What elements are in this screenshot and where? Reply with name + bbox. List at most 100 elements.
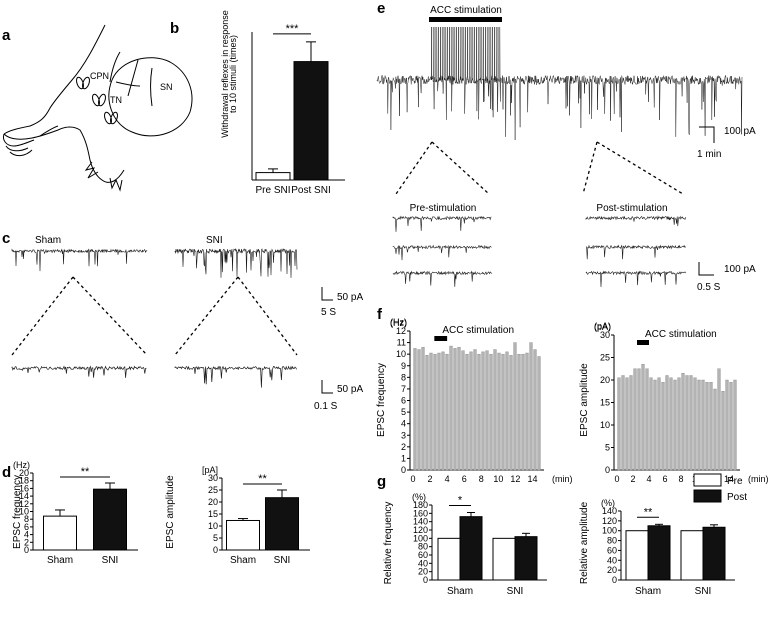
y-tick-label: 8: [401, 372, 406, 382]
y-axis-label: EPSC amplitude: [165, 475, 176, 549]
mouse-hindlimb-drawing: [3, 24, 193, 192]
bin-bar: [473, 349, 477, 471]
y-tick-label: 8: [24, 514, 29, 524]
y-tick-label: 16: [19, 483, 29, 493]
bin-bar: [669, 377, 673, 471]
bin-bar: [629, 375, 633, 471]
panel-label-a: a: [2, 27, 11, 44]
y-tick-label: 60: [607, 545, 617, 555]
y-axis-label: EPSC amplitude: [579, 363, 590, 437]
panel-label-f: f: [377, 306, 383, 323]
bin-bar: [649, 377, 653, 471]
bin-bar: [537, 356, 541, 471]
bin-bar: [677, 377, 681, 471]
y-unit-label: [pA]: [202, 465, 218, 475]
legend-label-post: Post: [727, 492, 747, 503]
significance-marker: ***: [286, 23, 300, 35]
bin-bar: [693, 377, 697, 471]
y-tick-label: 6: [401, 396, 406, 406]
y-tick-label: 0: [24, 545, 29, 555]
bin-bar: [725, 379, 729, 471]
scale-bar-c-top: [321, 287, 333, 301]
y-tick-label: 0: [213, 545, 218, 555]
scale-e-top-x: 1 min: [697, 149, 721, 160]
y-tick-label: 9: [401, 361, 406, 371]
legend-swatch-post: [693, 489, 722, 503]
y-tick-label: 10: [19, 507, 29, 517]
bar-pre-sham: [437, 537, 461, 581]
y-tick-label: 3: [401, 430, 406, 440]
y-tick-label: 30: [600, 330, 610, 340]
y-tick-label: 80: [418, 542, 428, 552]
significance-marker: **: [258, 473, 267, 485]
x-unit-label: (min): [552, 474, 573, 484]
bin-bar: [625, 377, 629, 471]
bin-bar: [645, 368, 649, 471]
bin-bar: [697, 379, 701, 471]
y-tick-label: 2: [24, 537, 29, 547]
x-tick-label: 2: [428, 474, 433, 484]
bin-bar: [433, 353, 437, 471]
bar-pre-sham: [625, 530, 649, 581]
x-tick-label: Post SNI: [291, 185, 330, 196]
tn-label: TN: [110, 95, 122, 105]
y-tick-label: 120: [602, 516, 617, 526]
x-tick-label: SNI: [507, 586, 524, 597]
y-tick-label: 0: [423, 575, 428, 585]
y-unit-label: (%): [412, 492, 426, 502]
y-tick-label: 20: [208, 497, 218, 507]
bin-bar: [729, 382, 733, 471]
y-unit-label: (Hz): [390, 318, 407, 328]
y-tick-label: 160: [413, 508, 428, 518]
x-tick-label: 4: [646, 474, 651, 484]
y-tick-label: 2: [401, 442, 406, 452]
legend-swatch-pre: [693, 473, 722, 487]
y-tick-label: 5: [213, 533, 218, 543]
bin-bar: [681, 373, 685, 471]
y-tick-label: 0: [401, 465, 406, 475]
scale-bar-e-bottom: [698, 262, 714, 276]
scale-c-top-x: 5 S: [321, 307, 336, 318]
x-tick-label: Sham: [47, 555, 73, 566]
trace-label-sham: Sham: [35, 235, 61, 246]
y-tick-label: 100: [602, 526, 617, 536]
bin-bar: [465, 353, 469, 471]
bin-bar: [525, 352, 529, 471]
y-tick-label: 12: [19, 499, 29, 509]
bin-bar: [617, 377, 621, 471]
bin-bar: [457, 347, 461, 471]
bin-bar: [413, 348, 417, 471]
y-tick-label: 20: [418, 567, 428, 577]
bar-post-sni: [514, 536, 538, 581]
bar-sni: [93, 488, 127, 551]
x-tick-label: 6: [462, 474, 467, 484]
y-tick-label: 180: [413, 500, 428, 510]
bar-post-sham: [459, 516, 483, 581]
bin-bar: [425, 355, 429, 471]
bin-bar: [733, 379, 737, 471]
x-unit-label: (min): [748, 474, 769, 484]
y-tick-label: 60: [418, 550, 428, 560]
bin-bar: [701, 379, 705, 471]
x-tick-label: 2: [630, 474, 635, 484]
x-tick-label: SNI: [102, 555, 119, 566]
bin-bar: [417, 349, 421, 471]
x-tick-label: Pre SNI: [255, 185, 290, 196]
scale-bar-e-top: [699, 126, 715, 143]
x-tick-label: 14: [724, 474, 734, 484]
post-stimulation-label: Post-stimulation: [596, 203, 667, 214]
bin-bar: [517, 353, 521, 471]
bin-bar: [665, 375, 669, 471]
bin-bar: [709, 382, 713, 471]
bar-sham: [43, 515, 77, 551]
bar-post-sni: [293, 61, 329, 181]
bin-bar: [653, 379, 657, 471]
y-tick-label: 18: [19, 476, 29, 486]
stimulation-bar: [434, 336, 448, 341]
legend-label-pre: Pre: [727, 476, 743, 487]
scale-c-bottom-y: 50 pA: [337, 384, 363, 395]
bin-bar: [429, 352, 433, 471]
